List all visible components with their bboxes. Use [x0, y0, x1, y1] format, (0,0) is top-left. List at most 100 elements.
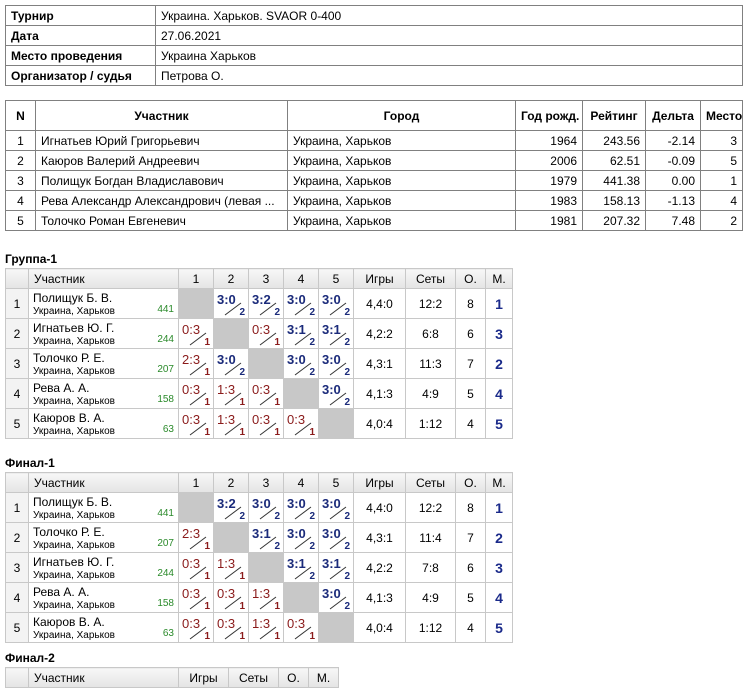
match-points: 1: [274, 427, 280, 438]
player-row: 3 Игнатьев Ю. Г. Украина, Харьков 244 0:3 1 1:…: [5, 552, 513, 583]
score: 0:3: [287, 616, 306, 631]
place: 4: [485, 582, 513, 613]
player-row: 3 Толочко Р. Е. Украина, Харьков 207 2:3 1 3:0…: [5, 348, 513, 379]
match-result: 3:1 2: [318, 318, 354, 349]
player-row: 1 Полищук Б. В. Украина, Харьков 441 3:2 2 3:0…: [5, 492, 513, 523]
column-header: М.: [308, 667, 339, 688]
slash: [259, 392, 277, 406]
match-result: 0:3 1: [178, 318, 214, 349]
column-header: 4: [283, 268, 319, 289]
score: 3:1: [322, 556, 341, 571]
slash: [189, 422, 207, 436]
score: 0:3: [182, 322, 201, 337]
column-header: Участник: [28, 472, 179, 493]
points: 7: [455, 348, 486, 379]
games: 4,3:1: [353, 348, 406, 379]
player-name: Игнатьев Ю. Г.: [33, 321, 115, 335]
column-header: Дельта: [645, 100, 701, 131]
participant-row: 3 Полищук Богдан Владиславович Украина, Ха…: [5, 170, 743, 191]
match-result: 3:0 2: [283, 492, 319, 523]
match-points: 2: [344, 337, 350, 348]
slash: [224, 626, 242, 640]
cell: 4: [5, 190, 36, 211]
self-cell: [248, 348, 284, 379]
match-points: 1: [204, 367, 210, 378]
slash: [294, 422, 312, 436]
match-points: 1: [204, 571, 210, 582]
match-points: 1: [309, 631, 315, 642]
player-name: Игнатьев Ю. Г.: [33, 555, 115, 569]
player-name: Рева А. А.: [33, 585, 90, 599]
slash: [294, 506, 312, 520]
games: 4,4:0: [353, 288, 406, 319]
column-header: Сеты: [405, 472, 456, 493]
column-header: Рейтинг: [582, 100, 646, 131]
place: 2: [485, 348, 513, 379]
slash: [224, 362, 242, 376]
games: 4,1:3: [353, 582, 406, 613]
player-row: 5 Каюров В. А. Украина, Харьков 63 0:3 1 1:3 1 0…: [5, 408, 513, 439]
slash: [224, 566, 242, 580]
cell: 1983: [515, 190, 583, 211]
sets: 11:4: [405, 522, 456, 553]
slash: [259, 422, 277, 436]
match-result: 3:0 2: [318, 288, 354, 319]
group-title: Группа-1: [5, 252, 58, 266]
match-points: 1: [274, 397, 280, 408]
column-header: Участник: [28, 268, 179, 289]
place: 1: [485, 492, 513, 523]
cell: Украина, Харьков: [287, 170, 516, 191]
cell: Игнатьев Юрий Григорьевич: [35, 130, 288, 151]
match-result: 3:0 2: [318, 492, 354, 523]
match-points: 2: [344, 571, 350, 582]
header-row: Участник 1 2 3 4 5 Игры Сеты О. М.: [5, 472, 513, 493]
player-row: 2 Толочко Р. Е. Украина, Харьков 207 2:3 1 3:1…: [5, 522, 513, 553]
player-name: Рева А. А.: [33, 381, 90, 395]
player: Каюров В. А. Украина, Харьков 63: [28, 408, 179, 439]
column-header: Игры: [353, 472, 406, 493]
slash: [224, 506, 242, 520]
score: 1:3: [217, 412, 236, 427]
place: 1: [485, 288, 513, 319]
sets: 12:2: [405, 288, 456, 319]
column-header: 2: [213, 268, 249, 289]
match-result: 3:0 2: [213, 348, 249, 379]
match-result: 3:0 2: [318, 582, 354, 613]
player-rating: 441: [157, 304, 174, 315]
score: 0:3: [182, 382, 201, 397]
player-city: Украина, Харьков: [33, 540, 115, 551]
cell: 207.32: [582, 210, 646, 231]
match-points: 2: [309, 307, 315, 318]
score: 0:3: [182, 556, 201, 571]
score: 3:0: [217, 292, 236, 307]
place: 3: [485, 552, 513, 583]
score: 3:1: [287, 322, 306, 337]
score: 3:0: [322, 292, 341, 307]
match-points: 1: [204, 541, 210, 552]
cell: 1: [700, 170, 743, 191]
match-points: 2: [344, 307, 350, 318]
match-points: 2: [344, 601, 350, 612]
column-header: 2: [213, 472, 249, 493]
score: 1:3: [217, 382, 236, 397]
self-cell: [318, 612, 354, 643]
player-city: Украина, Харьков: [33, 600, 115, 611]
info-value: 27.06.2021: [155, 25, 743, 46]
match-result: 3:0 2: [283, 522, 319, 553]
self-cell: [283, 378, 319, 409]
slash: [329, 362, 347, 376]
match-result: 0:3 1: [178, 408, 214, 439]
player-city: Украина, Харьков: [33, 630, 115, 641]
player: Рева А. А. Украина, Харьков 158: [28, 378, 179, 409]
player-rating: 63: [162, 628, 174, 639]
score: 3:0: [322, 526, 341, 541]
column-header: 1: [178, 472, 214, 493]
match-result: 1:3 1: [248, 582, 284, 613]
slash: [329, 536, 347, 550]
slash: [189, 362, 207, 376]
sets: 1:12: [405, 612, 456, 643]
row-number: 1: [5, 288, 29, 319]
self-cell: [178, 288, 214, 319]
points: 4: [455, 408, 486, 439]
player-rating: 207: [157, 538, 174, 549]
